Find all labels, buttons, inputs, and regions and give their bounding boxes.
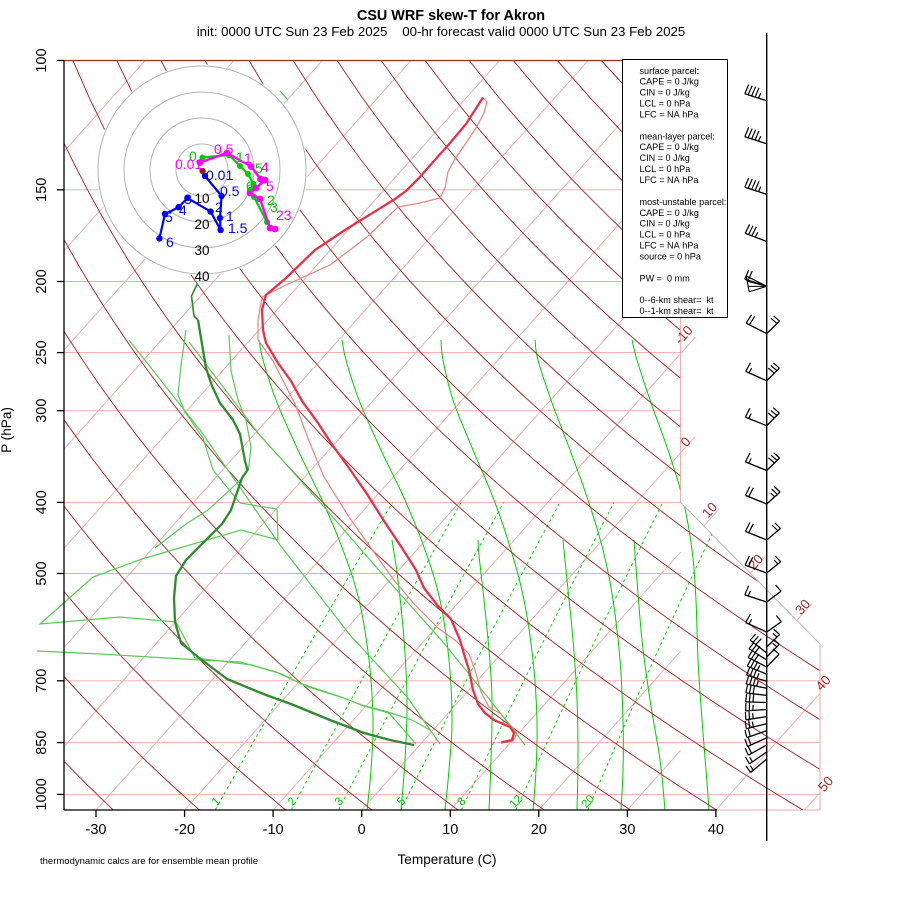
- svg-text:0.01: 0.01: [206, 167, 233, 183]
- svg-text:LCL = 0 hPa: LCL = 0 hPa: [640, 164, 692, 174]
- svg-text:10: 10: [194, 191, 209, 206]
- svg-text:6: 6: [166, 234, 174, 250]
- svg-text:LCL = 0 hPa: LCL = 0 hPa: [640, 99, 692, 109]
- svg-text:1.5: 1.5: [228, 220, 248, 236]
- svg-text:0--6-km shear= kt: 0--6-km shear= kt: [640, 295, 715, 305]
- svg-text:CSU WRF skew-T for Akron: CSU WRF skew-T for Akron: [357, 8, 545, 24]
- svg-text:5: 5: [165, 209, 173, 225]
- svg-text:0.5: 0.5: [214, 141, 234, 157]
- svg-text:mean-layer parcel:: mean-layer parcel:: [640, 131, 715, 141]
- svg-text:1: 1: [226, 208, 234, 224]
- svg-text:CIN = 0 J/kg: CIN = 0 J/kg: [640, 219, 690, 229]
- svg-text:4: 4: [261, 159, 269, 175]
- svg-text:250: 250: [34, 340, 50, 364]
- svg-text:most-unstable parcel:: most-unstable parcel:: [640, 197, 727, 207]
- svg-text:-30: -30: [86, 822, 107, 838]
- svg-text:2: 2: [215, 199, 223, 215]
- svg-text:30: 30: [792, 596, 813, 617]
- svg-text:30: 30: [619, 822, 635, 838]
- svg-text:23: 23: [276, 207, 292, 223]
- svg-text:1: 1: [236, 149, 244, 165]
- svg-text:40: 40: [708, 822, 724, 838]
- svg-text:0.5: 0.5: [220, 183, 240, 199]
- svg-text:0: 0: [189, 148, 197, 164]
- svg-text:700: 700: [34, 669, 50, 693]
- svg-text:-20: -20: [174, 822, 195, 838]
- svg-text:6: 6: [246, 178, 254, 194]
- svg-text:-10: -10: [263, 822, 284, 838]
- svg-text:CIN = 0 J/kg: CIN = 0 J/kg: [640, 153, 690, 163]
- svg-text:2: 2: [267, 192, 275, 208]
- svg-text:10: 10: [442, 822, 458, 838]
- svg-text:100: 100: [34, 48, 50, 72]
- svg-text:3: 3: [270, 199, 278, 215]
- svg-text:5: 5: [266, 178, 274, 194]
- svg-text:CAPE = 0 J/kg: CAPE = 0 J/kg: [640, 208, 699, 218]
- svg-text:50: 50: [815, 773, 836, 794]
- svg-text:0.01: 0.01: [175, 156, 202, 172]
- svg-text:10: 10: [699, 499, 720, 520]
- svg-text:40: 40: [813, 672, 834, 693]
- svg-text:LFC = NA hPa: LFC = NA hPa: [640, 241, 700, 251]
- svg-text:0: 0: [358, 822, 366, 838]
- svg-text:1000: 1000: [34, 778, 50, 810]
- svg-text:PW = 0 mm: PW = 0 mm: [640, 273, 690, 283]
- svg-text:surface parcel:: surface parcel:: [640, 66, 700, 76]
- svg-text:150: 150: [34, 178, 50, 202]
- svg-text:init: 0000 UTC Sun 23 Feb 2025: init: 0000 UTC Sun 23 Feb 2025 00-hr for…: [197, 24, 686, 39]
- svg-text:300: 300: [34, 399, 50, 423]
- svg-text:LFC = NA hPa: LFC = NA hPa: [640, 109, 700, 119]
- svg-text:CAPE = 0 J/kg: CAPE = 0 J/kg: [640, 77, 699, 87]
- svg-text:20: 20: [194, 217, 209, 232]
- svg-text:source = 0 hPa: source = 0 hPa: [640, 251, 702, 261]
- svg-text:thermodynamic calcs are for en: thermodynamic calcs are for ensemble mea…: [40, 856, 258, 867]
- svg-text:4: 4: [179, 202, 187, 218]
- svg-text:0--1-km shear= kt: 0--1-km shear= kt: [640, 306, 715, 316]
- svg-text:30: 30: [194, 243, 209, 258]
- svg-text:LCL = 0 hPa: LCL = 0 hPa: [640, 230, 692, 240]
- svg-text:5: 5: [255, 160, 263, 176]
- svg-text:40: 40: [194, 269, 209, 284]
- svg-text:850: 850: [34, 731, 50, 755]
- svg-text:400: 400: [34, 490, 50, 514]
- svg-text:CIN = 0 J/kg: CIN = 0 J/kg: [640, 88, 690, 98]
- svg-text:CAPE = 0 J/kg: CAPE = 0 J/kg: [640, 142, 699, 152]
- svg-text:200: 200: [34, 269, 50, 293]
- svg-text:1: 1: [244, 150, 252, 166]
- svg-text:P (hPa): P (hPa): [0, 407, 14, 453]
- svg-text:Temperature (C): Temperature (C): [398, 852, 497, 867]
- svg-text:LFC = NA hPa: LFC = NA hPa: [640, 175, 700, 185]
- svg-text:20: 20: [531, 822, 547, 838]
- svg-text:500: 500: [34, 561, 50, 585]
- svg-text:3: 3: [184, 191, 192, 207]
